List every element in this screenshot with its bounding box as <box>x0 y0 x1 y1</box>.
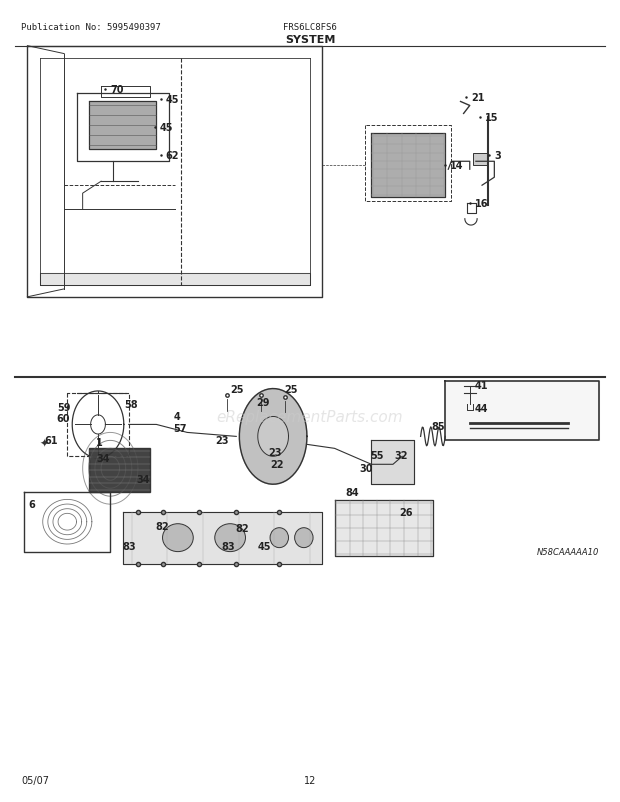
Text: 4: 4 <box>174 412 180 422</box>
Text: eReplacementParts.com: eReplacementParts.com <box>216 410 404 424</box>
Polygon shape <box>123 512 322 565</box>
Text: 60: 60 <box>57 414 70 423</box>
Polygon shape <box>89 103 156 150</box>
Text: 58: 58 <box>125 400 138 410</box>
Text: 3: 3 <box>494 151 501 160</box>
Text: 15: 15 <box>485 112 498 123</box>
Ellipse shape <box>270 528 288 548</box>
Polygon shape <box>445 381 599 441</box>
Text: 25: 25 <box>284 385 298 395</box>
Text: 34: 34 <box>137 474 150 484</box>
Polygon shape <box>258 417 288 457</box>
Text: 30: 30 <box>359 464 373 474</box>
Text: 62: 62 <box>166 151 179 160</box>
Text: 29: 29 <box>256 398 270 407</box>
Text: 59: 59 <box>57 403 70 412</box>
Text: 61: 61 <box>45 435 58 446</box>
Text: 70: 70 <box>110 85 124 95</box>
Text: N58CAAAAA10: N58CAAAAA10 <box>536 547 599 557</box>
Polygon shape <box>335 500 433 557</box>
Polygon shape <box>371 134 445 198</box>
Text: 55: 55 <box>370 450 384 460</box>
Text: 82: 82 <box>235 524 249 533</box>
Text: FRS6LC8FS6: FRS6LC8FS6 <box>283 22 337 31</box>
Text: 12: 12 <box>304 775 316 785</box>
Text: 16: 16 <box>475 198 488 209</box>
Ellipse shape <box>294 528 313 548</box>
Text: 83: 83 <box>123 541 136 551</box>
Text: SYSTEM: SYSTEM <box>285 34 335 45</box>
Text: Publication No: 5995490397: Publication No: 5995490397 <box>21 22 161 31</box>
Text: 41: 41 <box>475 380 488 390</box>
Text: 84: 84 <box>345 488 359 497</box>
Text: 23: 23 <box>268 447 281 457</box>
Text: 1: 1 <box>96 437 103 448</box>
Text: 05/07: 05/07 <box>21 775 49 785</box>
Text: 14: 14 <box>450 161 463 171</box>
Text: 26: 26 <box>399 508 412 517</box>
Polygon shape <box>89 449 150 492</box>
Text: 23: 23 <box>215 435 228 445</box>
Text: 34: 34 <box>96 453 110 464</box>
Text: 85: 85 <box>432 422 445 431</box>
Text: 82: 82 <box>155 522 169 532</box>
Text: ✦: ✦ <box>40 439 49 448</box>
Text: 83: 83 <box>221 541 234 551</box>
Text: 32: 32 <box>395 450 409 460</box>
Text: 57: 57 <box>174 423 187 433</box>
Ellipse shape <box>215 524 246 552</box>
Text: 45: 45 <box>166 95 179 105</box>
Polygon shape <box>371 441 414 484</box>
Polygon shape <box>473 154 488 166</box>
Polygon shape <box>40 273 310 286</box>
Text: 21: 21 <box>471 93 484 103</box>
Text: 45: 45 <box>159 123 173 133</box>
Text: 44: 44 <box>475 403 488 413</box>
Text: 22: 22 <box>270 460 283 470</box>
Ellipse shape <box>162 524 193 552</box>
Text: 45: 45 <box>258 541 272 551</box>
Text: 25: 25 <box>230 385 244 395</box>
Text: 6: 6 <box>29 500 35 509</box>
Polygon shape <box>239 389 307 484</box>
